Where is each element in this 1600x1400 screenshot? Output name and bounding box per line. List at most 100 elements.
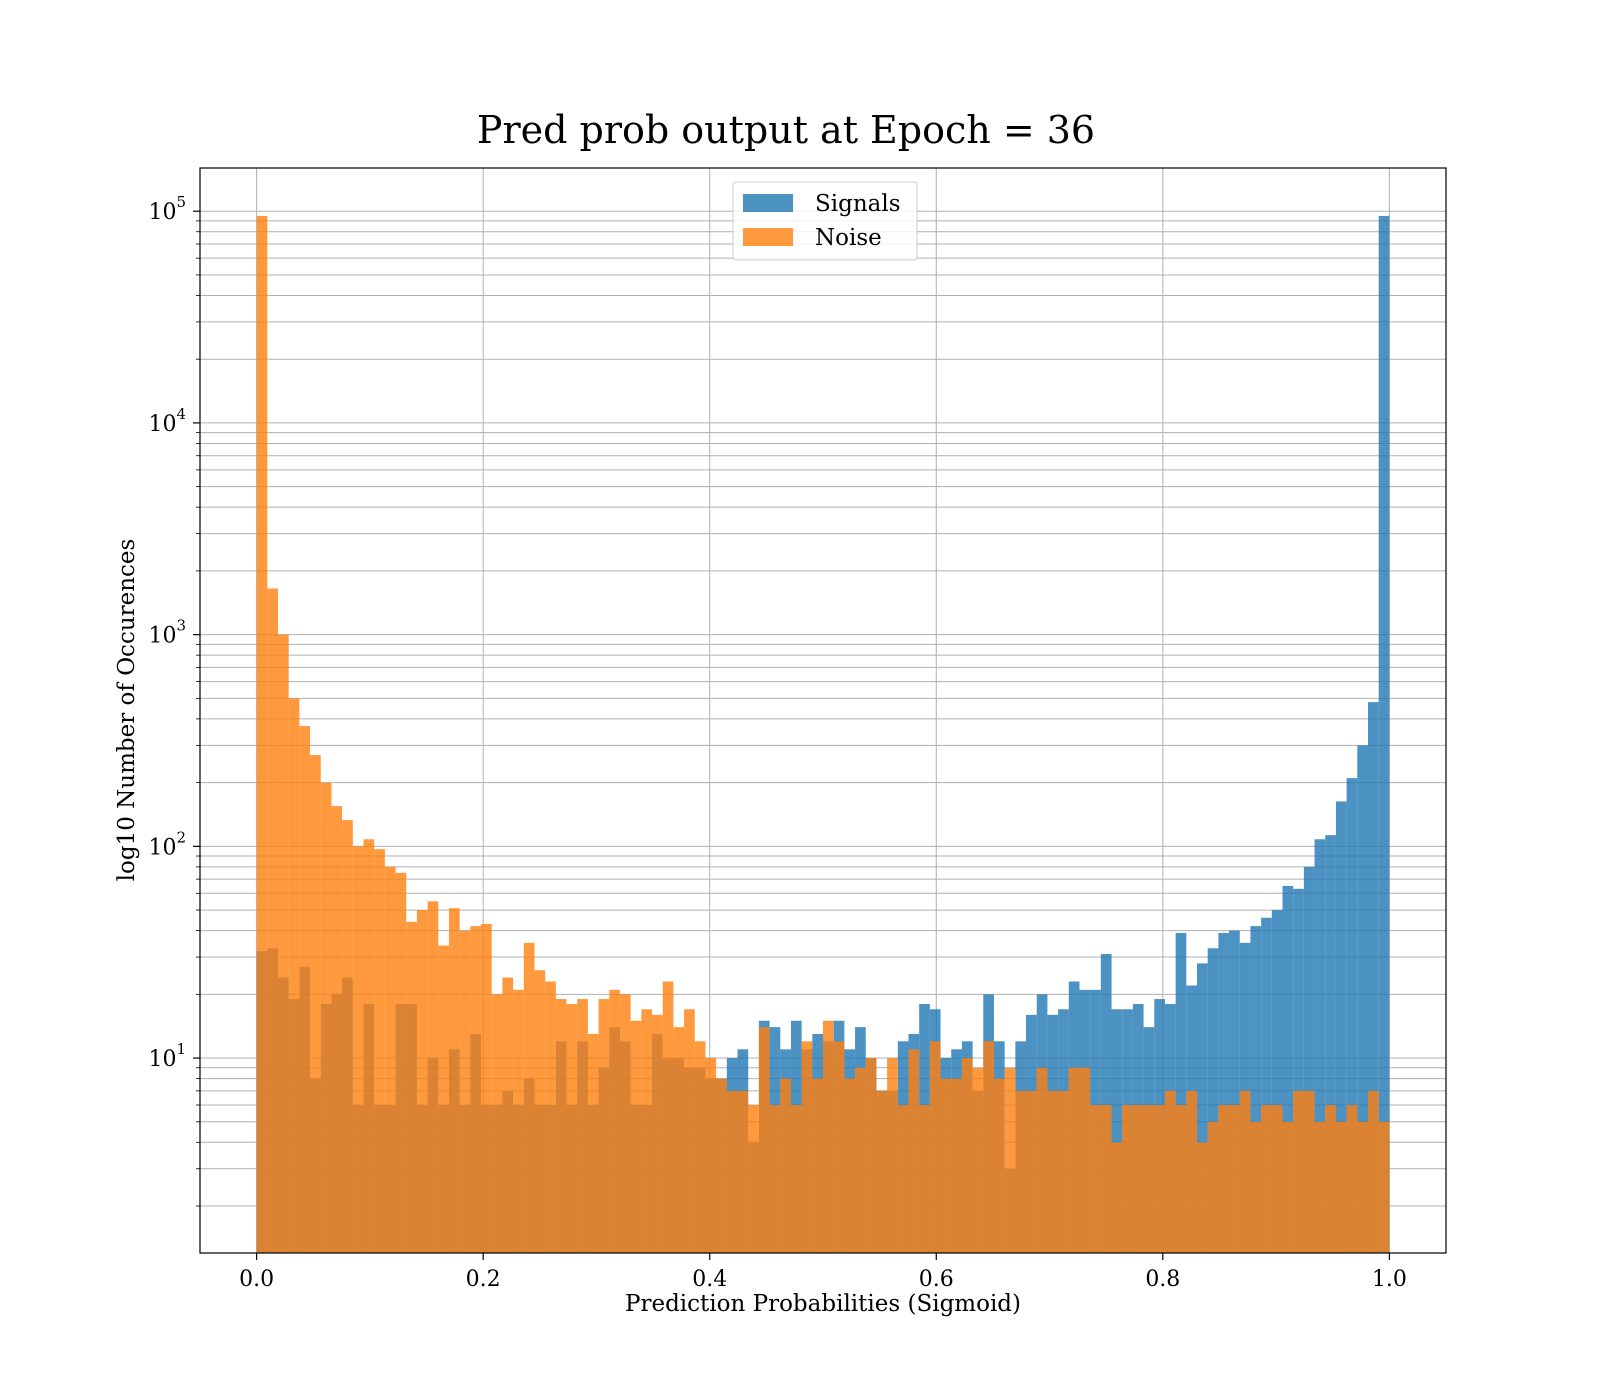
noise-bar — [1036, 1067, 1048, 1253]
noise-bar — [555, 999, 567, 1253]
noise-bar — [256, 215, 268, 1254]
noise-bar — [780, 1078, 791, 1253]
x-tick-label: 1.0 — [1372, 1267, 1407, 1292]
noise-bar — [299, 726, 311, 1253]
noise-bar — [577, 999, 588, 1253]
signals-bar — [1314, 839, 1326, 1253]
y-tick-exponent: 5 — [176, 193, 186, 211]
signals-bar — [1100, 954, 1112, 1253]
noise-bar — [406, 921, 417, 1253]
signals-bar — [1293, 888, 1304, 1253]
noise-bar — [1229, 1105, 1240, 1253]
noise-bar — [662, 981, 674, 1253]
y-tick-label: 104 — [148, 405, 186, 437]
noise-bar — [1186, 1090, 1198, 1253]
noise-bar — [1026, 1090, 1037, 1253]
signals-bar — [1367, 702, 1379, 1253]
y-tick-base: 10 — [148, 412, 176, 437]
y-tick-label: 105 — [148, 193, 186, 225]
noise-bar — [1143, 1105, 1155, 1253]
signals-bar — [1303, 866, 1315, 1253]
noise-bar — [1314, 1121, 1326, 1253]
noise-bar — [748, 1105, 759, 1253]
noise-bar — [1346, 1105, 1358, 1253]
noise-bar — [630, 1020, 642, 1253]
y-tick-exponent: 1 — [176, 1040, 186, 1058]
noise-bar — [812, 1078, 823, 1253]
noise-bar — [1250, 1121, 1262, 1253]
y-axis-label: log10 Number of Occurences — [114, 539, 140, 882]
noise-bar — [1111, 1142, 1123, 1253]
noise-bar — [1271, 1105, 1283, 1253]
legend: Signals Noise — [732, 181, 918, 261]
noise-bar — [908, 1049, 920, 1253]
signals-bar — [1207, 948, 1219, 1253]
noise-bar — [1004, 1067, 1016, 1253]
noise-bar — [1282, 1121, 1294, 1253]
y-tick-base: 10 — [148, 1047, 176, 1072]
noise-bar — [737, 1090, 749, 1253]
noise-bar — [481, 923, 492, 1253]
noise-bar — [470, 926, 482, 1253]
y-tick-base: 10 — [148, 624, 176, 649]
noise-bar — [673, 1027, 685, 1253]
noise-bar — [523, 942, 535, 1253]
noise-bar — [1197, 1142, 1208, 1253]
signals-bar — [1261, 917, 1272, 1253]
noise-bar — [726, 1090, 738, 1253]
noise-bar — [1079, 1067, 1091, 1253]
y-tick-exponent: 3 — [176, 617, 186, 635]
noise-bar — [1100, 1105, 1112, 1253]
noise-bar — [491, 994, 503, 1253]
legend-label-noise: Noise — [815, 225, 882, 251]
noise-bar — [801, 1041, 813, 1253]
noise-bar — [823, 1020, 834, 1253]
signals-bar — [1229, 930, 1240, 1253]
noise-bar — [983, 1041, 994, 1253]
noise-bar — [1207, 1121, 1219, 1253]
signals-bar — [1218, 932, 1230, 1253]
noise-bar — [641, 1009, 653, 1253]
noise-bar — [1218, 1105, 1230, 1253]
legend-swatch-noise — [743, 228, 793, 246]
noise-bar — [705, 1058, 717, 1253]
noise-bar — [374, 849, 385, 1253]
signals-bar — [1357, 745, 1368, 1253]
noise-bar — [352, 846, 364, 1253]
x-tick-label: 0.6 — [919, 1267, 954, 1292]
noise-bar — [342, 820, 353, 1253]
noise-bar — [940, 1078, 952, 1253]
noise-bar — [288, 698, 300, 1253]
x-tick-label: 0.8 — [1145, 1267, 1180, 1292]
noise-bar — [855, 1067, 866, 1253]
noise-bar — [619, 994, 631, 1253]
x-tick-label: 0.4 — [692, 1267, 727, 1292]
noise-bar — [384, 866, 396, 1253]
noise-bar — [598, 999, 610, 1253]
noise-bar — [652, 1014, 663, 1253]
noise-bar — [951, 1078, 962, 1253]
noise-bar — [310, 755, 321, 1253]
noise-bar — [587, 1033, 599, 1253]
noise-bar — [769, 1105, 781, 1253]
y-tick-label: 101 — [148, 1040, 186, 1072]
noise-bar — [427, 901, 439, 1253]
noise-bar — [1132, 1105, 1144, 1253]
noise-bar — [993, 1078, 1005, 1253]
noise-bar — [929, 1041, 941, 1253]
noise-bar — [1293, 1090, 1304, 1253]
noise-bar — [897, 1105, 909, 1253]
x-tick-label: 0.2 — [466, 1267, 501, 1292]
x-axis-label: Prediction Probabilities (Sigmoid) — [625, 1291, 1021, 1317]
noise-bar — [1175, 1105, 1187, 1253]
legend-swatch-signals — [743, 194, 793, 212]
signals-bar — [1250, 926, 1262, 1253]
noise-bar — [320, 782, 332, 1253]
noise-bar — [876, 1090, 888, 1253]
y-tick-base: 10 — [148, 200, 176, 225]
x-tick-label: 0.0 — [239, 1267, 274, 1292]
noise-bar — [716, 1078, 727, 1253]
signals-bar — [1378, 215, 1390, 1254]
noise-bar — [1335, 1121, 1347, 1253]
noise-bar — [1367, 1090, 1379, 1253]
